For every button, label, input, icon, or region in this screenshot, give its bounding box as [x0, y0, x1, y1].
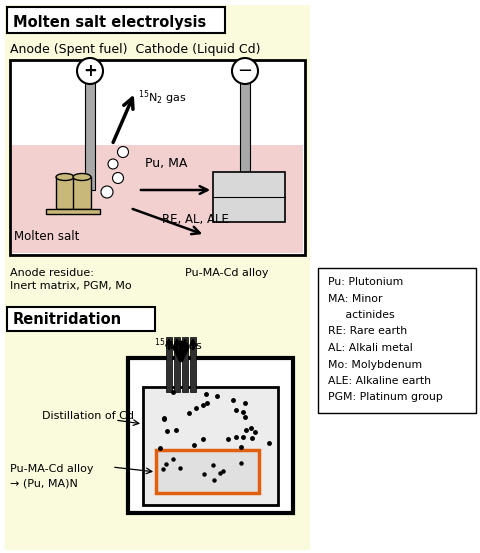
Ellipse shape [73, 174, 91, 180]
Text: Molten salt electrolysis: Molten salt electrolysis [13, 14, 206, 29]
Text: +: + [83, 62, 97, 80]
Text: $^{15}$N$_2$ gas: $^{15}$N$_2$ gas [154, 337, 203, 355]
Text: MA: Minor: MA: Minor [328, 294, 383, 304]
Circle shape [77, 58, 103, 84]
FancyBboxPatch shape [318, 268, 476, 413]
FancyBboxPatch shape [190, 337, 196, 392]
Text: Renitridation: Renitridation [13, 312, 122, 327]
Circle shape [232, 58, 258, 84]
Text: RE, AL, ALE: RE, AL, ALE [162, 213, 229, 227]
FancyBboxPatch shape [143, 387, 278, 505]
Ellipse shape [56, 174, 74, 180]
FancyBboxPatch shape [73, 177, 91, 209]
Text: Anode residue:
Inert matrix, PGM, Mo: Anode residue: Inert matrix, PGM, Mo [10, 268, 132, 291]
Text: Pu: Plutonium: Pu: Plutonium [328, 277, 403, 287]
FancyBboxPatch shape [7, 7, 225, 33]
FancyBboxPatch shape [7, 307, 155, 331]
Text: PGM: Platinum group: PGM: Platinum group [328, 393, 443, 403]
Text: Mo: Molybdenum: Mo: Molybdenum [328, 359, 422, 369]
Text: Anode (Spent fuel)  Cathode (Liquid Cd): Anode (Spent fuel) Cathode (Liquid Cd) [10, 44, 261, 56]
FancyBboxPatch shape [10, 60, 305, 255]
Circle shape [118, 147, 129, 158]
FancyBboxPatch shape [12, 145, 303, 253]
FancyBboxPatch shape [85, 60, 95, 190]
Text: Molten salt: Molten salt [14, 231, 79, 243]
FancyBboxPatch shape [174, 337, 180, 392]
FancyBboxPatch shape [5, 5, 310, 550]
Text: ALE: Alkaline earth: ALE: Alkaline earth [328, 376, 431, 386]
FancyBboxPatch shape [182, 337, 188, 392]
FancyBboxPatch shape [166, 337, 172, 392]
Text: actinides: actinides [328, 310, 395, 320]
FancyBboxPatch shape [213, 172, 285, 222]
FancyBboxPatch shape [56, 177, 74, 209]
Text: Pu-MA-Cd alloy: Pu-MA-Cd alloy [185, 268, 268, 278]
Text: $^{15}$N$_2$ gas: $^{15}$N$_2$ gas [138, 88, 187, 107]
Circle shape [108, 159, 118, 169]
Circle shape [112, 173, 123, 184]
Text: Distillation of Cd: Distillation of Cd [42, 411, 134, 421]
Text: AL: Alkali metal: AL: Alkali metal [328, 343, 413, 353]
FancyBboxPatch shape [156, 450, 259, 493]
Text: RE: Rare earth: RE: Rare earth [328, 326, 407, 336]
FancyBboxPatch shape [240, 60, 250, 215]
FancyBboxPatch shape [46, 209, 100, 214]
Text: Pu-MA-Cd alloy
→ (Pu, MA)N: Pu-MA-Cd alloy → (Pu, MA)N [10, 464, 94, 488]
Text: −: − [238, 62, 252, 80]
FancyBboxPatch shape [128, 358, 293, 513]
Circle shape [101, 186, 113, 198]
Text: Pu, MA: Pu, MA [145, 156, 187, 170]
